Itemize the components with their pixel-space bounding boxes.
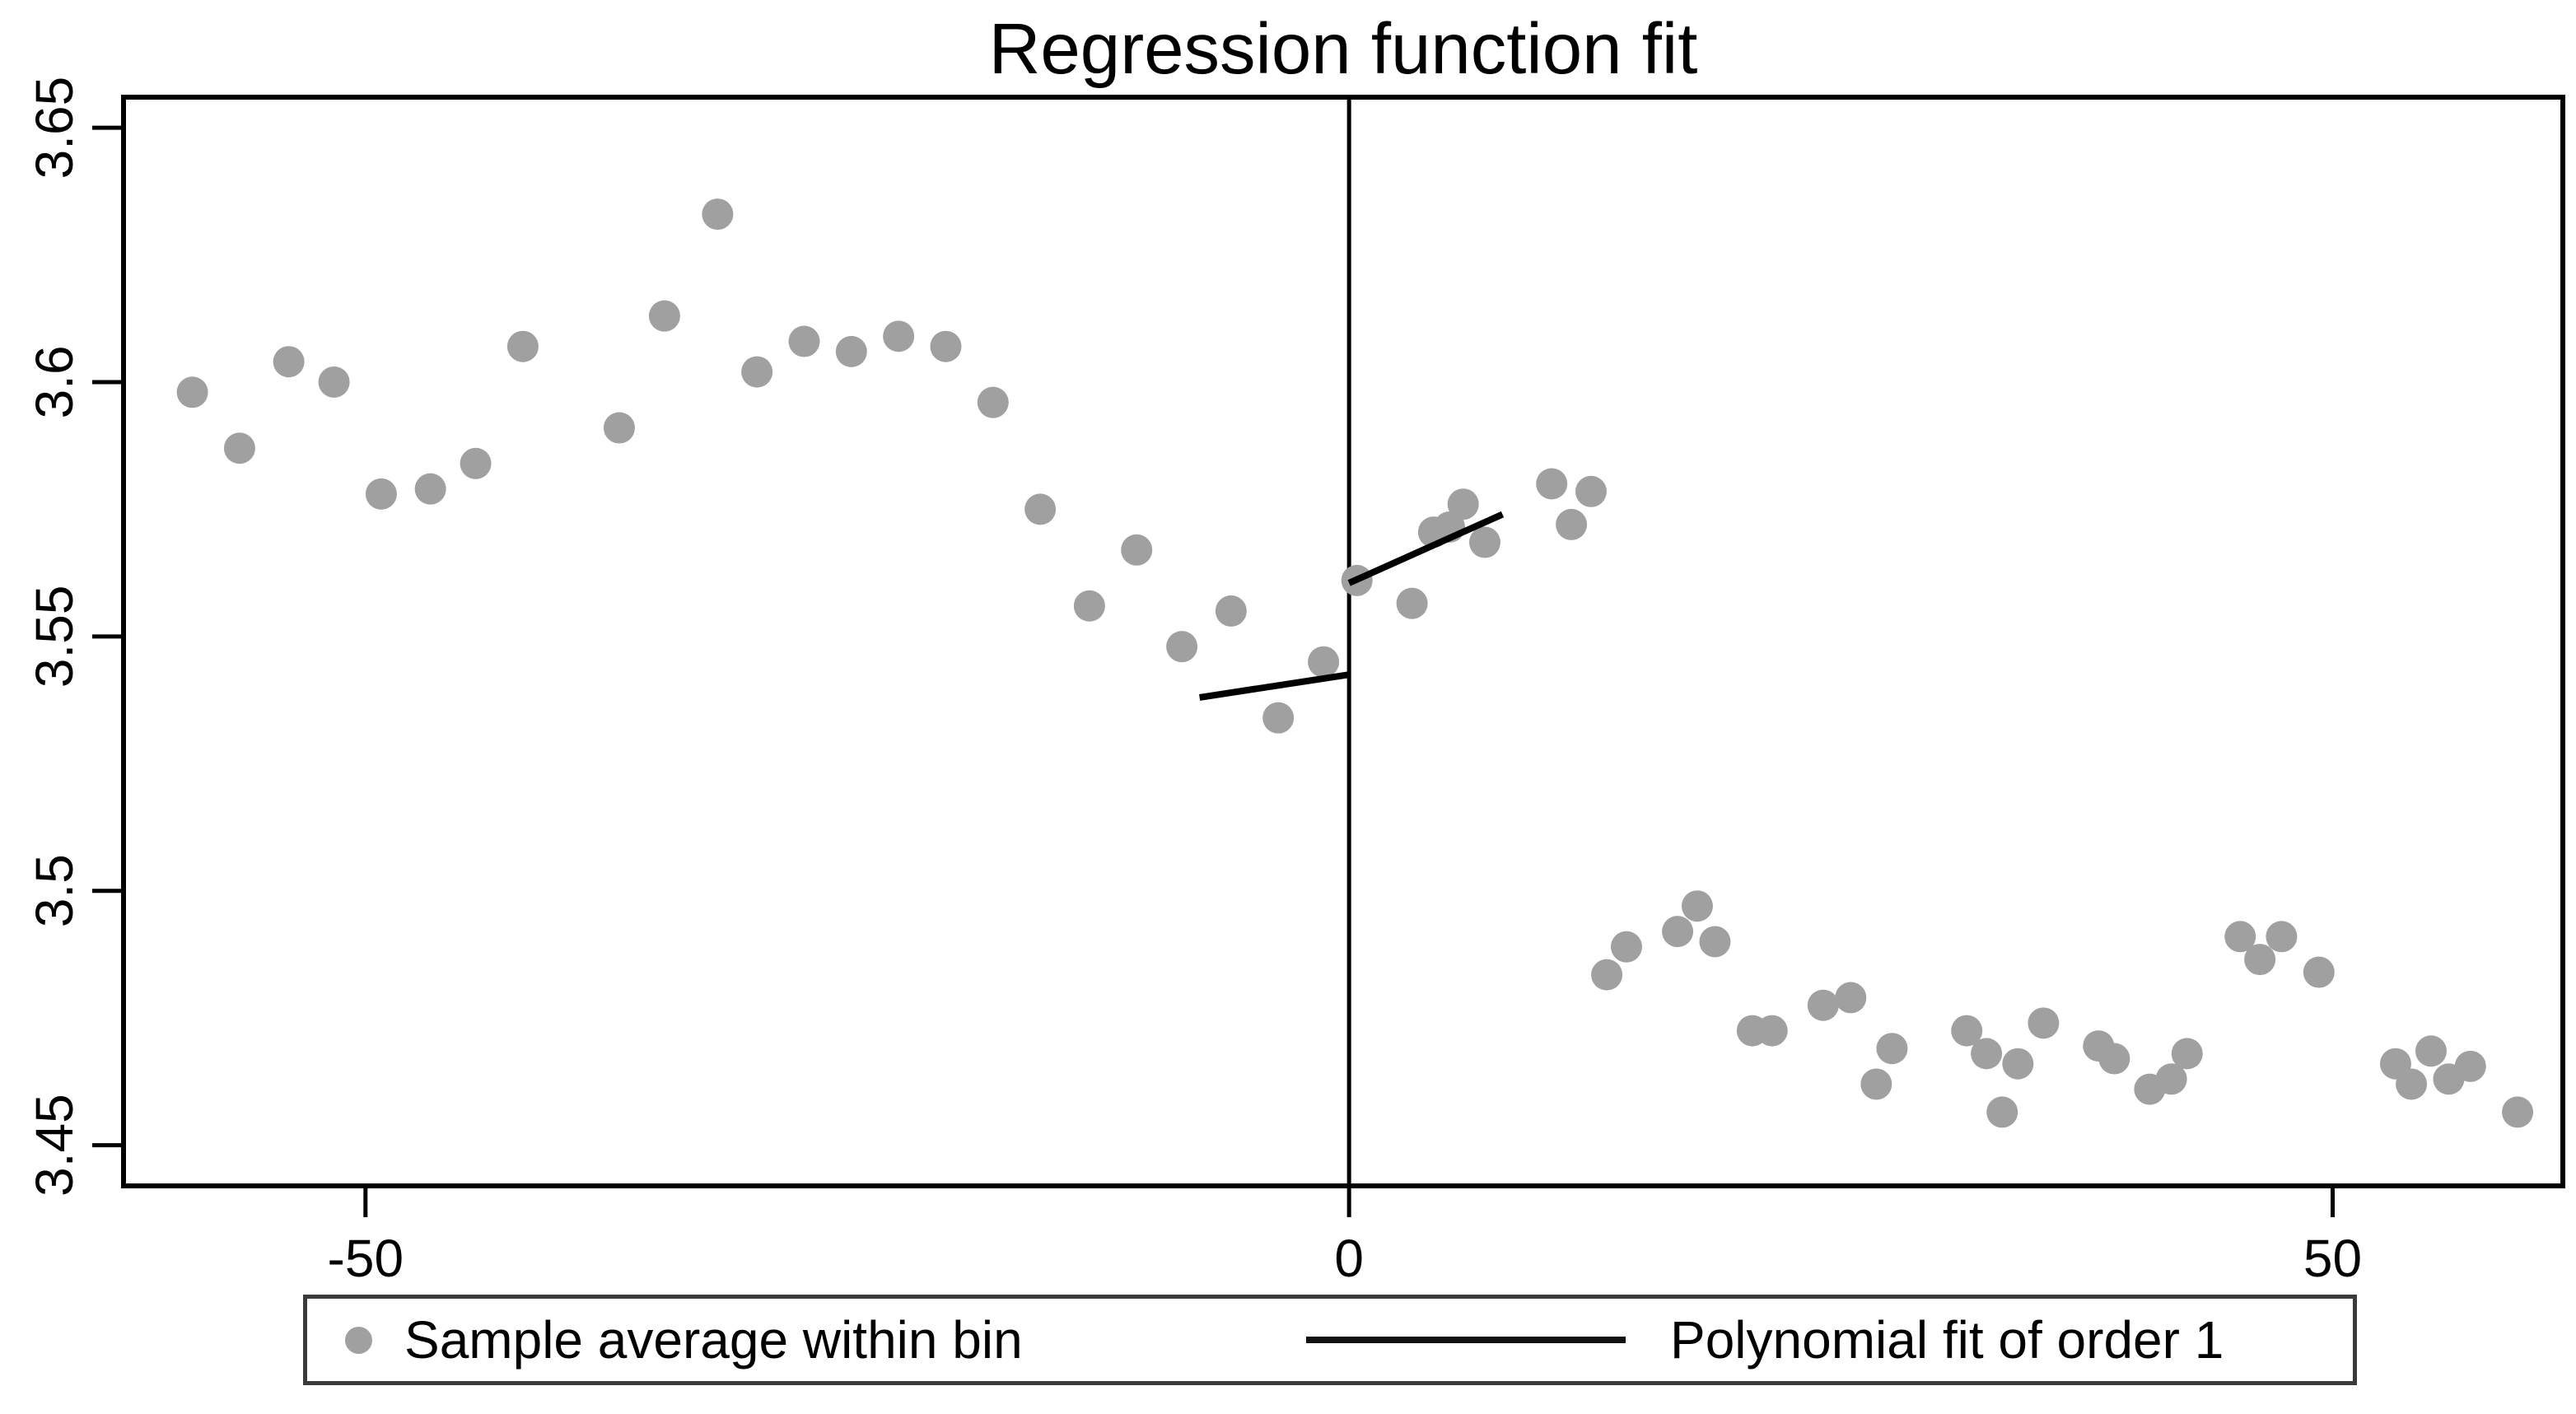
line-marker-icon — [1306, 1337, 1626, 1343]
scatter-point — [1951, 1015, 1983, 1047]
y-tick-label: 3.55 — [25, 586, 84, 688]
scatter-point — [603, 412, 635, 444]
scatter-point — [1971, 1038, 2003, 1070]
scatter-point — [365, 478, 397, 510]
scatter-point — [2303, 956, 2335, 988]
scatter-point — [1468, 526, 1500, 558]
scatter-point — [2502, 1096, 2534, 1128]
scatter-point — [741, 356, 773, 388]
scatter-point — [2224, 921, 2256, 953]
scatter-point — [1681, 890, 1713, 922]
scatter-point — [2454, 1050, 2486, 1082]
scatter-point — [1756, 1015, 1788, 1047]
scatter-point — [1308, 646, 1340, 678]
scatter-point — [318, 366, 350, 398]
scatter-point — [2098, 1043, 2130, 1075]
scatter-point — [1396, 587, 1428, 619]
scatter-point — [702, 198, 734, 231]
scatter-point — [1121, 534, 1153, 566]
scatter-point — [1262, 702, 1295, 734]
y-tick-label: 3.65 — [25, 77, 84, 180]
scatter-point — [1835, 982, 1867, 1014]
y-tick-label: 3.45 — [25, 1094, 84, 1197]
plot-frame — [121, 95, 2565, 1188]
fit-line-segment — [1347, 511, 1505, 586]
scatter-marker-icon — [345, 1327, 372, 1354]
scatter-point — [2028, 1007, 2060, 1039]
x-tick-label: 50 — [2303, 1229, 2362, 1288]
scatter-point — [1215, 595, 1247, 627]
scatter-point — [1536, 468, 1568, 500]
scatter-point — [835, 335, 867, 367]
scatter-point — [1807, 989, 1839, 1021]
scatter-point — [273, 346, 305, 378]
scatter-point — [2266, 921, 2298, 953]
scatter-point — [460, 447, 492, 479]
x-tick-label: 0 — [1334, 1229, 1364, 1288]
scatter-point — [2244, 944, 2276, 976]
scatter-point — [414, 473, 446, 505]
scatter-point — [883, 320, 915, 352]
chart-title: Regression function fit — [988, 9, 1698, 89]
scatter-point — [1166, 631, 1198, 663]
scatter-point — [2171, 1038, 2203, 1070]
scatter-point — [1024, 493, 1057, 525]
scatter-point — [1986, 1096, 2018, 1128]
x-tick-label: -50 — [328, 1229, 404, 1288]
y-tick-label: 3.5 — [25, 854, 84, 927]
scatter-point — [1662, 916, 1694, 948]
legend-label-sample: Sample average within bin — [404, 1310, 1023, 1370]
scatter-point — [648, 300, 680, 332]
scatter-point — [1699, 926, 1731, 958]
y-tick-label: 3.6 — [25, 345, 84, 418]
scatter-point — [1575, 475, 1607, 507]
scatter-point — [1073, 590, 1105, 622]
scatter-point — [2155, 1063, 2187, 1095]
legend-label-fit: Polynomial fit of order 1 — [1670, 1310, 2224, 1370]
scatter-point — [977, 386, 1009, 418]
scatter-point — [2002, 1048, 2034, 1080]
scatter-point — [930, 330, 962, 362]
scatter-point — [223, 432, 255, 464]
fit-line-segment — [1199, 671, 1350, 701]
scatter-point — [788, 325, 820, 357]
scatter-point — [176, 376, 208, 408]
scatter-point — [506, 330, 539, 362]
scatter-point — [1610, 931, 1642, 963]
legend: Sample average within bin Polynomial fit… — [303, 1295, 2357, 1385]
scatter-point — [1447, 488, 1479, 520]
scatter-point — [1860, 1068, 1892, 1100]
scatter-point — [1876, 1033, 1908, 1065]
scatter-point — [1556, 508, 1588, 540]
scatter-point — [1591, 959, 1623, 991]
scatter-point — [2415, 1035, 2447, 1067]
scatter-point — [2396, 1068, 2428, 1100]
